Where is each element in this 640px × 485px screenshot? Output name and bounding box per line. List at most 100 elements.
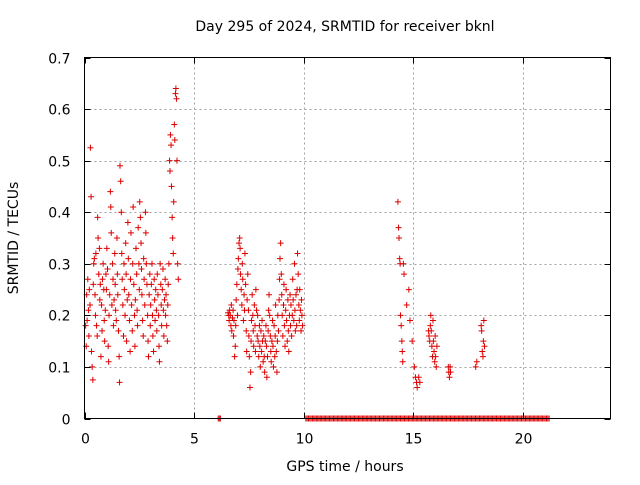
data-point (271, 322, 278, 329)
data-point (145, 338, 152, 345)
data-point (399, 348, 406, 355)
data-point (264, 353, 271, 360)
y-tick-label: 0.7 (48, 52, 70, 68)
chart-title: Day 295 of 2024, SRMTID for receiver bkn… (195, 19, 494, 35)
data-point (481, 343, 488, 350)
data-point (156, 343, 163, 350)
data-point (174, 260, 181, 267)
data-point (128, 302, 135, 309)
data-point (153, 327, 160, 334)
data-point (398, 322, 405, 329)
data-point (289, 276, 296, 283)
data-point (245, 307, 252, 314)
data-point (296, 317, 303, 324)
data-point (151, 296, 158, 303)
data-point (99, 327, 106, 334)
data-point (414, 384, 421, 391)
data-point (135, 260, 142, 267)
data-point (108, 229, 115, 236)
data-point (239, 260, 246, 267)
data-point (145, 353, 152, 360)
data-point (103, 245, 110, 252)
y-tick-label: 0.6 (48, 103, 70, 119)
data-point (100, 260, 107, 267)
data-point (432, 332, 439, 339)
data-point (88, 348, 95, 355)
data-point (268, 338, 275, 345)
data-point (253, 307, 260, 314)
data-point (269, 343, 276, 350)
data-point (478, 327, 485, 334)
data-point (125, 255, 132, 262)
data-point (155, 312, 162, 319)
y-tick-label: 0.3 (48, 258, 70, 274)
data-point (396, 255, 403, 262)
data-point (141, 302, 148, 309)
data-point (117, 162, 124, 169)
x-tick-label: 10 (296, 432, 314, 448)
data-point (236, 235, 243, 241)
data-point (431, 348, 438, 355)
data-point (111, 250, 118, 257)
data-point (127, 276, 134, 283)
data-point (252, 348, 259, 355)
data-point (403, 302, 410, 309)
data-point (427, 312, 434, 319)
data-point (399, 358, 406, 365)
data-point (118, 209, 125, 216)
y-tick-label: 0.2 (48, 309, 70, 325)
y-tick-label: 0 (62, 413, 71, 429)
data-point (86, 302, 93, 309)
data-point (287, 322, 294, 329)
data-point (272, 332, 279, 339)
data-point (126, 317, 133, 324)
data-point (152, 286, 159, 293)
data-point (249, 291, 256, 298)
data-point (92, 291, 99, 298)
data-point (97, 353, 104, 360)
data-point (167, 131, 174, 138)
y-axis-label: SRMTID / TECUs (6, 182, 22, 295)
data-point (472, 363, 479, 370)
data-point (106, 312, 113, 319)
data-point (429, 317, 436, 324)
data-point (480, 317, 487, 324)
data-point (89, 363, 96, 370)
data-point (89, 376, 96, 383)
data-point (119, 276, 126, 283)
data-point (133, 271, 140, 278)
data-point (113, 235, 120, 241)
data-point (260, 358, 267, 365)
data-point (266, 291, 273, 298)
data-point (398, 338, 405, 345)
data-point (170, 198, 177, 205)
data-point (265, 327, 272, 334)
data-point (129, 260, 136, 267)
data-point (146, 271, 153, 278)
data-point (276, 255, 283, 262)
data-point (131, 312, 138, 319)
data-point (234, 265, 241, 272)
data-point (135, 224, 142, 231)
data-point (479, 353, 486, 360)
data-point (275, 327, 282, 334)
data-point (148, 281, 155, 288)
data-point (153, 307, 160, 314)
data-point (110, 322, 117, 329)
data-point (115, 327, 122, 334)
data-point (120, 332, 127, 339)
data-point (292, 327, 299, 334)
data-point (478, 322, 485, 329)
y-tick-label: 0.1 (48, 361, 70, 377)
data-point (233, 281, 240, 288)
data-point (107, 188, 114, 195)
data-point (258, 348, 265, 355)
data-point (433, 363, 440, 370)
data-point (131, 343, 138, 350)
data-point (257, 363, 264, 370)
data-point (125, 291, 132, 298)
data-point (159, 265, 166, 272)
data-point (284, 338, 291, 345)
